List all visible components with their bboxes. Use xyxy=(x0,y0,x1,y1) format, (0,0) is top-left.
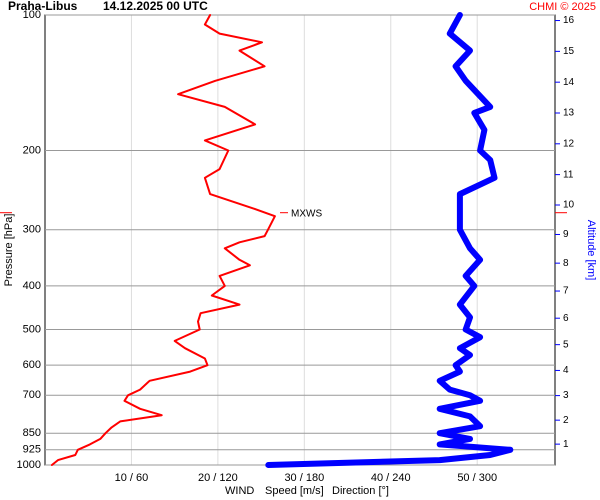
y2-tick-label: 1 xyxy=(563,439,569,450)
y2-tick-label: 2 xyxy=(563,415,569,426)
y2-tick-label: 7 xyxy=(563,286,569,297)
y-tick-label: 600 xyxy=(23,359,41,371)
y2-tick-label: 9 xyxy=(563,229,569,240)
x-tick-label: 10 / 60 xyxy=(115,472,149,484)
y-tick-label: 850 xyxy=(23,427,41,439)
y-tick-label: 700 xyxy=(23,389,41,401)
annotation: MXWS xyxy=(291,208,322,219)
series-line xyxy=(265,12,514,468)
series-line xyxy=(50,14,276,466)
y2-tick-label: 6 xyxy=(563,313,569,324)
x-axis-label: WIND xyxy=(225,485,254,497)
x-tick-label: 50 / 300 xyxy=(457,472,497,484)
y2-tick-label: 3 xyxy=(563,390,569,401)
y2-tick-label: 16 xyxy=(563,15,575,26)
x-tick-label: 40 / 240 xyxy=(371,472,411,484)
y2-tick-label: 13 xyxy=(563,108,575,119)
y-tick-label: 400 xyxy=(23,280,41,292)
source: CHMI © 2025 xyxy=(529,1,596,13)
chart-title: Praha-Libus xyxy=(8,0,78,13)
y-tick-label: 925 xyxy=(23,444,41,456)
y2-tick-label: 12 xyxy=(563,138,575,149)
y2-tick-label: 11 xyxy=(563,169,574,180)
y2-axis-label: Altitude [km] xyxy=(585,220,597,281)
legend-entry: Direction [°] xyxy=(332,485,389,497)
y-axis-label: Pressure [hPa] xyxy=(3,214,15,287)
y2-tick-label: 8 xyxy=(563,258,569,269)
x-tick-label: 20 / 120 xyxy=(198,472,238,484)
y2-tick-label: 15 xyxy=(563,46,575,57)
y-tick-label: 300 xyxy=(23,224,41,236)
y2-tick-label: 10 xyxy=(563,200,575,211)
y-tick-label: 500 xyxy=(23,323,41,335)
y2-tick-label: 4 xyxy=(563,365,569,376)
y2-tick-label: 5 xyxy=(563,339,569,350)
x-tick-label: 30 / 180 xyxy=(284,472,324,484)
y-tick-label: 1000 xyxy=(17,459,41,471)
y-tick-label: 200 xyxy=(23,144,41,156)
legend-entry: Speed [m/s] xyxy=(265,485,324,497)
y-tick-label: 100 xyxy=(23,9,41,21)
y2-tick-label: 14 xyxy=(563,77,575,88)
chart-subtitle: 14.12.2025 00 UTC xyxy=(103,0,208,13)
